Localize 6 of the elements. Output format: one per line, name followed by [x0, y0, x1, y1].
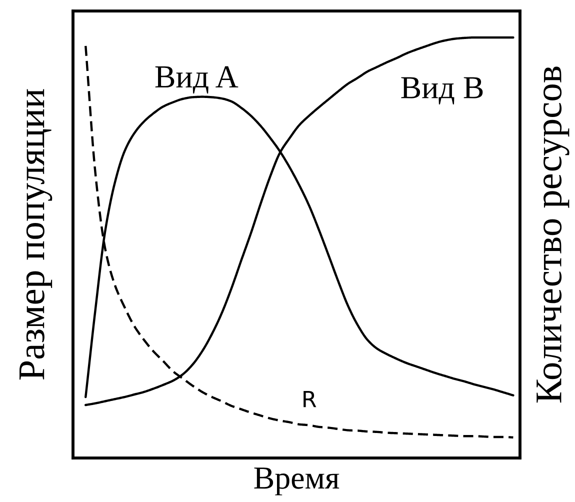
series-label: Вид B [401, 77, 483, 104]
x-axis-title: Время [254, 468, 340, 496]
series-label: Вид A [155, 66, 238, 94]
y-axis-title: Размер популяции [20, 89, 52, 380]
series-label: R [304, 390, 316, 408]
y2-axis-title: Количество ресурсов [536, 66, 570, 403]
